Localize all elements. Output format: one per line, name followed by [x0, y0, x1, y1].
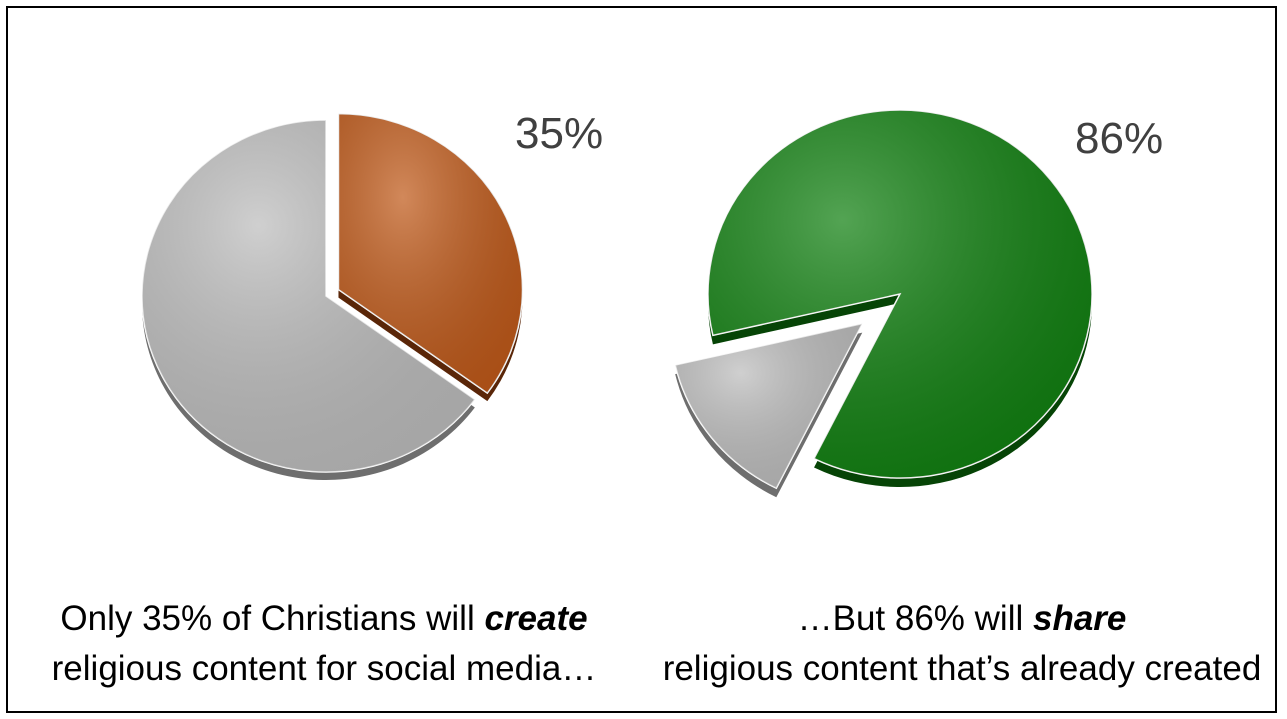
pie-chart-left	[141, 112, 524, 481]
data-label-86: 86%	[1075, 114, 1163, 163]
caption-left-emphasis: create	[484, 599, 588, 638]
caption-left-after: religious content for social media…	[51, 649, 597, 688]
data-label-35: 35%	[515, 109, 603, 158]
caption-right: …But 86% will share religious content th…	[652, 594, 1272, 694]
caption-left: Only 35% of Christians will create relig…	[14, 594, 634, 694]
caption-right-emphasis: share	[1032, 599, 1127, 638]
pie-0-slice-1-shading	[141, 120, 475, 472]
pie-chart-right	[674, 109, 1093, 498]
caption-left-before: Only 35% of Christians will	[60, 599, 485, 638]
caption-right-before: …But 86% will	[797, 599, 1033, 638]
pie-1-slice-1-shading	[675, 323, 863, 489]
pie-0-slice-0-shading	[338, 113, 523, 394]
caption-right-after: religious content that’s already created	[662, 649, 1262, 688]
pie-1-slice-0-shading	[708, 109, 1092, 478]
pie-charts: 35% 86%	[141, 109, 1163, 498]
